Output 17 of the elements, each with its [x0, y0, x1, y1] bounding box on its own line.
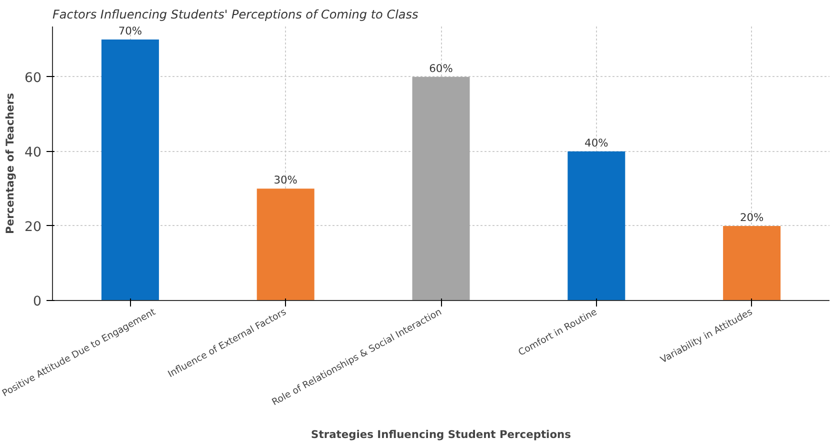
data-label: 60%: [429, 62, 453, 75]
x-axis-title: Strategies Influencing Student Perceptions: [311, 428, 571, 441]
chart-title: Factors Influencing Students' Perceptions of Coming to Class: [52, 8, 418, 22]
y-axis-title: Percentage of Teachers: [4, 93, 17, 234]
data-label: 20%: [740, 210, 764, 224]
data-label: 30%: [274, 174, 298, 187]
bar: [256, 188, 314, 300]
y-tick-label: 20: [24, 220, 42, 235]
bar: [101, 40, 159, 300]
data-label: 40%: [584, 136, 608, 150]
y-tick-label: 40: [24, 145, 42, 160]
data-label: 70%: [118, 24, 142, 38]
y-tick-label: 60: [24, 70, 42, 86]
y-tick-label: 0: [33, 294, 42, 310]
bar: [412, 76, 470, 300]
bar: [723, 226, 781, 300]
bar: [568, 151, 626, 300]
